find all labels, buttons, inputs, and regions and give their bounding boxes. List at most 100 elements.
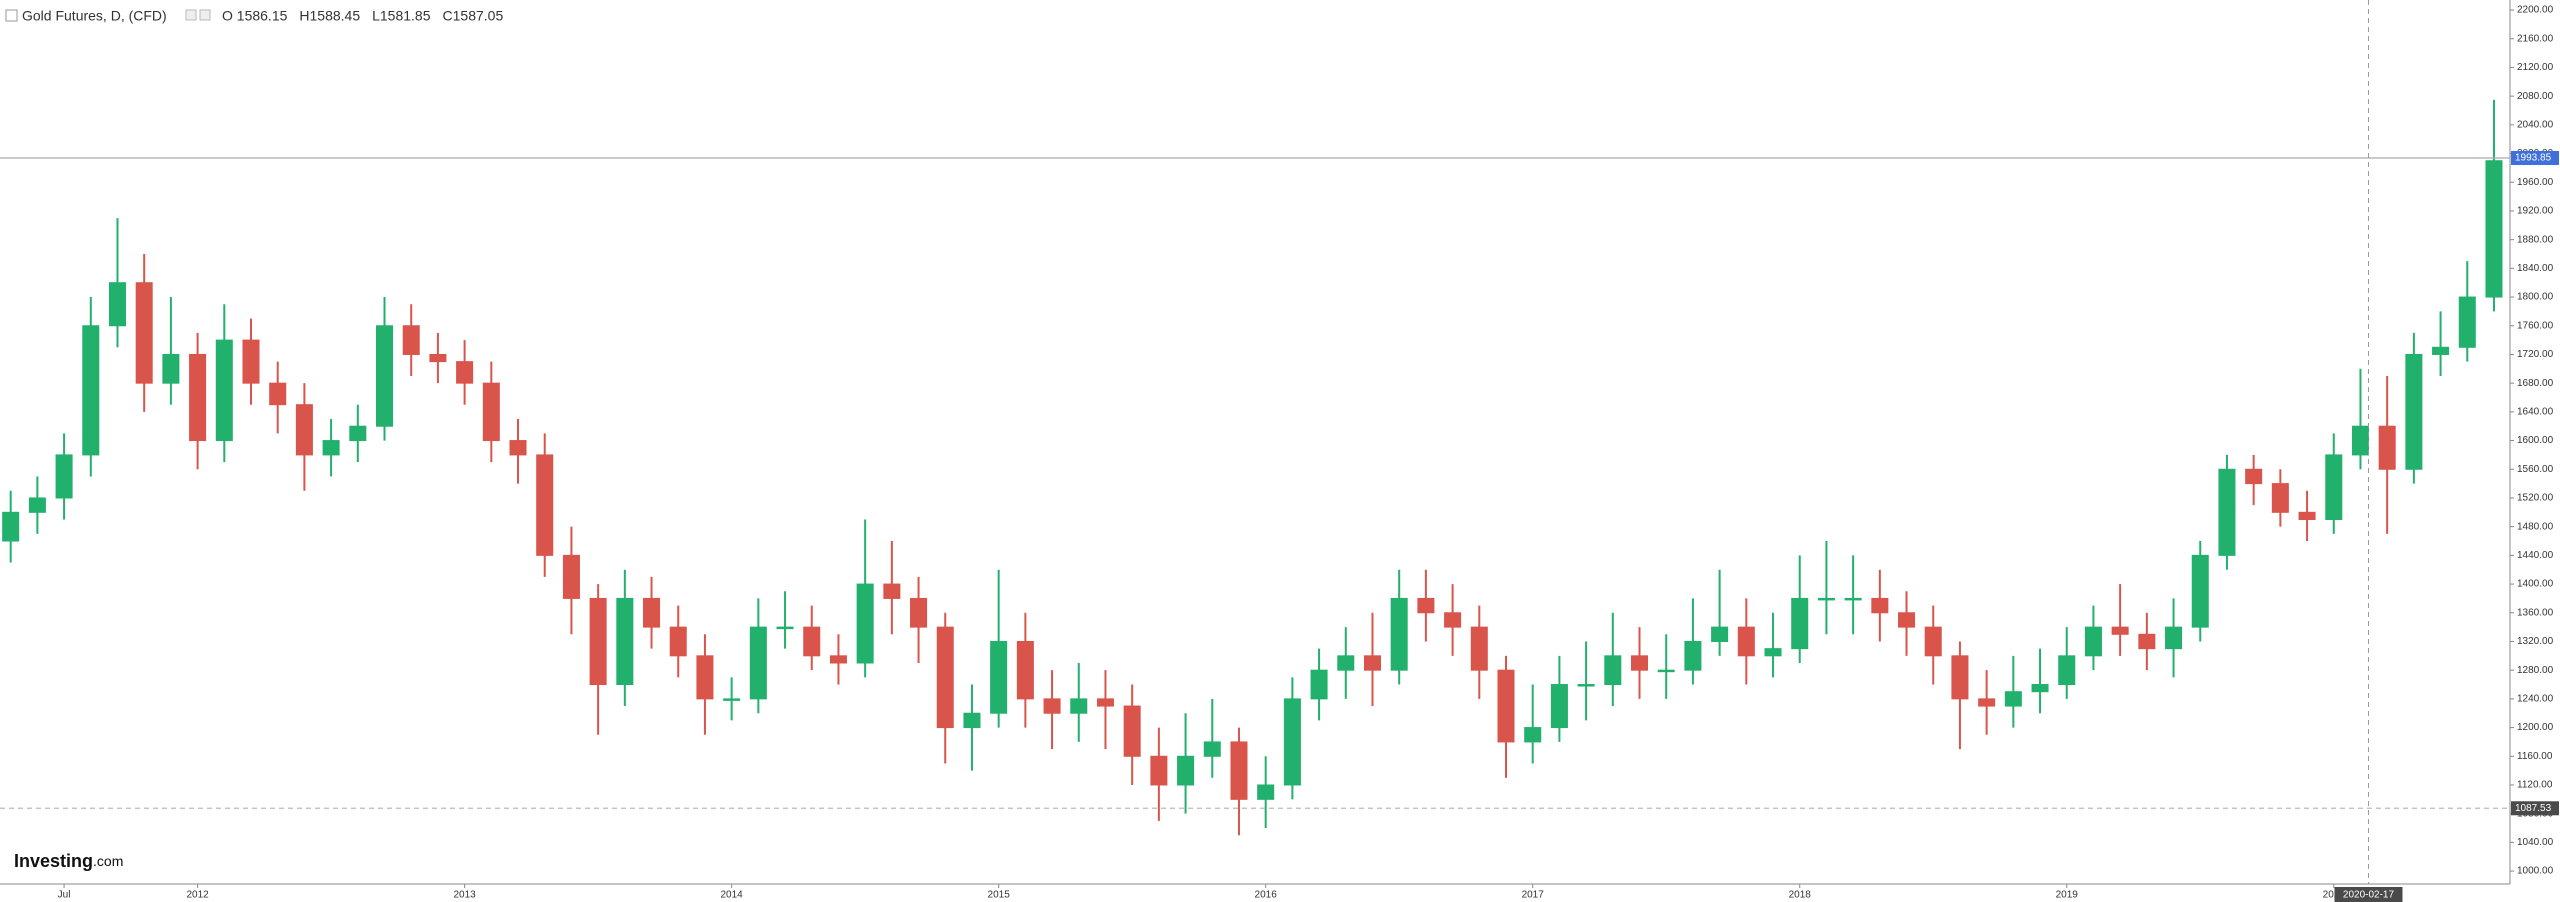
y-tick-label: 1600.00: [2517, 435, 2554, 446]
candle-body: [643, 597, 661, 628]
y-tick-label: 2080.00: [2517, 91, 2554, 102]
y-tick-label: 1760.00: [2517, 320, 2554, 331]
candle-body: [1764, 648, 1782, 657]
candle-body: [1898, 612, 1916, 628]
candle-body: [2245, 468, 2263, 485]
candle-body: [829, 655, 847, 664]
candle-body: [1577, 684, 1595, 687]
candle-body: [1230, 741, 1248, 800]
candle-body: [803, 626, 821, 657]
y-tick-label: 1720.00: [2517, 349, 2554, 360]
candle-body: [242, 339, 260, 384]
ohlc-value: H1588.45: [299, 8, 360, 24]
candle-body: [1283, 698, 1301, 786]
candle-body: [2004, 691, 2022, 707]
y-tick-label: 1280.00: [2517, 665, 2554, 676]
y-tick-label: 1840.00: [2517, 263, 2554, 274]
candle-body: [2058, 655, 2076, 686]
candle-body: [963, 712, 981, 729]
price-label: 1993.85: [2515, 153, 2552, 164]
logo-suffix: .com: [93, 853, 123, 869]
candle-body: [1337, 655, 1355, 671]
y-tick-label: 1120.00: [2517, 780, 2553, 791]
candle-body: [1924, 626, 1942, 657]
logo: Investing.com: [14, 851, 123, 871]
candle-body: [162, 353, 180, 384]
candle-body: [1390, 597, 1408, 671]
y-tick-label: 1160.00: [2517, 751, 2553, 762]
x-tick-label: 2015: [988, 890, 1011, 901]
candle-body: [723, 698, 741, 701]
candle-body: [1951, 655, 1969, 700]
candle-body: [376, 325, 394, 427]
y-tick-label: 1240.00: [2517, 694, 2554, 705]
ohlc-value: O 1586.15: [222, 8, 288, 24]
candle-body: [990, 640, 1008, 714]
candle-body: [349, 425, 367, 442]
candle-body: [1844, 597, 1862, 601]
y-tick-label: 2040.00: [2517, 119, 2554, 130]
candle-body: [1016, 640, 1034, 700]
candle-body: [322, 440, 340, 456]
y-tick-label: 1880.00: [2517, 234, 2554, 245]
y-tick-label: 1520.00: [2517, 493, 2554, 504]
candle-body: [749, 626, 767, 700]
candle-body: [189, 353, 207, 442]
candle-body: [1257, 784, 1275, 800]
candle-body: [135, 282, 153, 384]
close-icon[interactable]: [199, 9, 211, 21]
candle-body: [1791, 597, 1809, 650]
y-tick-label: 1440.00: [2517, 550, 2554, 561]
ohlc-value: L1581.85: [372, 8, 431, 24]
candle-body: [776, 626, 794, 630]
candle-body: [1737, 626, 1755, 657]
settings-icon[interactable]: [185, 9, 197, 21]
candle-body: [856, 583, 874, 664]
y-tick-label: 1040.00: [2517, 837, 2554, 848]
y-tick-label: 1560.00: [2517, 464, 2554, 475]
candle-body: [2378, 425, 2396, 470]
x-tick-label: 2014: [721, 890, 744, 901]
candle-body: [429, 353, 447, 363]
chart-title: Gold Futures, D, (CFD): [22, 8, 167, 24]
candle-body: [1363, 655, 1382, 671]
candle-body: [1150, 755, 1168, 786]
y-tick-label: 2200.00: [2517, 5, 2554, 16]
y-tick-label: 1640.00: [2517, 407, 2554, 418]
y-tick-label: 1960.00: [2517, 177, 2554, 188]
x-tick-label: 2012: [186, 890, 209, 901]
y-tick-label: 2160.00: [2517, 33, 2554, 44]
candle-body: [2271, 483, 2289, 513]
price-label-bg: [2511, 801, 2559, 816]
candle-body: [55, 454, 73, 499]
candle-body: [1497, 669, 1515, 743]
candle-body: [589, 597, 607, 686]
candle-body: [295, 404, 313, 456]
candle-body: [536, 454, 554, 556]
candle-body: [2, 511, 20, 542]
candle-body: [2298, 511, 2316, 520]
x-tick-label: 2017: [1522, 890, 1545, 901]
candle-body: [936, 626, 954, 729]
candle-body: [616, 597, 634, 686]
y-tick-label: 1000.00: [2517, 866, 2554, 877]
candle-body: [2031, 684, 2049, 693]
candle-body: [1711, 626, 1729, 642]
candle-body: [1444, 612, 1462, 628]
candle-body: [2138, 633, 2156, 650]
x-tick-label: 2018: [1789, 890, 1812, 901]
x-tick-label: 2019: [2056, 890, 2079, 901]
collapse-icon[interactable]: [5, 9, 18, 22]
candle-body: [2084, 626, 2102, 657]
candle-body: [2111, 626, 2129, 635]
y-tick-label: 1680.00: [2517, 378, 2554, 389]
candle-body: [402, 325, 420, 355]
candle-body: [1417, 597, 1435, 614]
candle-body: [1070, 698, 1088, 714]
candle-body: [1177, 755, 1195, 786]
price-label: 1087.53: [2515, 803, 2552, 814]
candle-body: [1203, 741, 1221, 757]
candle-body: [509, 440, 527, 456]
candle-body: [482, 382, 500, 442]
